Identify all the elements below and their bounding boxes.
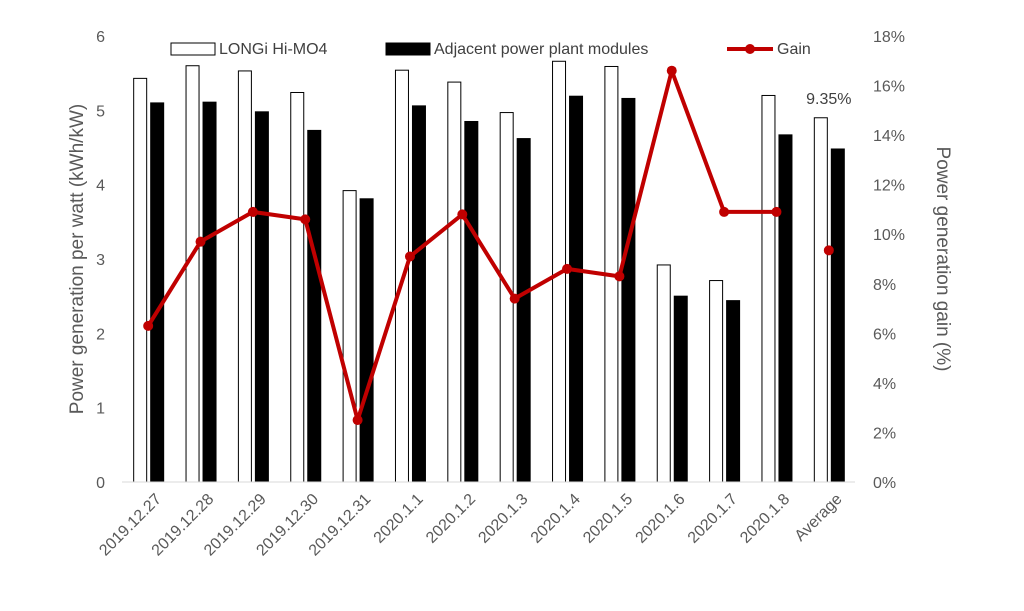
bar-adjacent-9	[621, 97, 636, 483]
bar-longi-13	[813, 117, 828, 483]
gain-point-7	[509, 293, 520, 304]
average-gain-label: 9.35%	[806, 91, 851, 108]
x-tick-label: 2020.1.4	[528, 491, 584, 547]
bar-longi-10	[656, 264, 671, 483]
left-axis-ticks: 0 1 2 3 4 5 6	[96, 29, 105, 492]
y-tick-label: 3	[96, 252, 105, 269]
gain-point-3	[300, 214, 311, 225]
legend-swatch-adjacent	[385, 42, 431, 56]
gain-point-0	[143, 320, 154, 331]
bar-longi-4	[342, 190, 357, 483]
legend-swatch-longi	[170, 42, 216, 56]
bar-adjacent-10	[673, 295, 688, 483]
bar-adjacent-7	[516, 138, 531, 483]
y2-tick-label: 16%	[873, 79, 905, 96]
legend-swatch-gain-marker	[745, 44, 755, 54]
gain-point-8	[562, 263, 573, 274]
gain-point-2	[247, 206, 258, 217]
y2-tick-label: 8%	[873, 277, 896, 294]
right-axis-ticks: 0% 2% 4% 6% 8% 10% 12% 14% 16% 18%	[873, 29, 905, 492]
gain-point-9	[614, 271, 625, 282]
y-tick-label: 6	[96, 29, 105, 46]
y2-tick-label: 10%	[873, 227, 905, 244]
legend-label-adjacent: Adjacent power plant modules	[434, 41, 648, 58]
y-tick-label: 5	[96, 103, 105, 120]
gain-point-4	[352, 415, 363, 426]
bar-longi-2	[237, 70, 252, 483]
y-axis-title: Power generation per watt (kWh/kW)	[67, 104, 88, 414]
bar-adjacent-5	[411, 105, 426, 483]
gain-point-11	[719, 206, 730, 217]
bars-layer	[133, 60, 845, 483]
x-tick-label: 2020.1.7	[685, 491, 741, 547]
legend-label-longi: LONGi Hi-MO4	[219, 41, 328, 58]
x-tick-label: 2020.1.5	[580, 491, 636, 547]
y-tick-label: 2	[96, 326, 105, 343]
bar-longi-3	[290, 91, 305, 483]
bar-adjacent-8	[569, 95, 584, 483]
x-tick-label: Average	[792, 491, 846, 545]
bar-longi-11	[709, 280, 724, 483]
bar-longi-12	[761, 94, 776, 483]
legend-label-gain: Gain	[777, 41, 811, 58]
y-tick-label: 0	[96, 475, 105, 492]
y2-tick-label: 12%	[873, 178, 905, 195]
x-tick-label: 2020.1.3	[475, 491, 531, 547]
gain-point-10	[666, 65, 677, 76]
gain-line-layer	[143, 65, 834, 426]
average-gain-point	[823, 245, 834, 256]
x-axis-ticks: 2019.12.272019.12.282019.12.292019.12.30…	[96, 491, 845, 560]
bar-adjacent-1	[202, 101, 217, 483]
gain-point-12	[771, 206, 782, 217]
gain-point-1	[195, 236, 206, 247]
bar-longi-1	[185, 65, 200, 483]
bar-longi-6	[447, 81, 462, 483]
y2-tick-label: 0%	[873, 475, 896, 492]
x-tick-label: 2020.1.1	[371, 491, 427, 547]
y2-tick-label: 18%	[873, 29, 905, 46]
y2-tick-label: 4%	[873, 376, 896, 393]
y-tick-label: 4	[96, 178, 105, 195]
bar-adjacent-2	[254, 111, 269, 483]
gain-point-5	[404, 251, 415, 262]
bar-adjacent-4	[359, 198, 374, 483]
y2-axis-title: Power generation gain (%)	[932, 147, 953, 372]
y-tick-label: 1	[96, 401, 105, 418]
bar-adjacent-3	[307, 129, 322, 483]
y2-tick-label: 14%	[873, 128, 905, 145]
legend: LONGi Hi-MO4 Adjacent power plant module…	[170, 41, 811, 58]
y2-tick-label: 6%	[873, 326, 896, 343]
x-tick-label: 2020.1.6	[633, 491, 689, 547]
bar-adjacent-13	[830, 148, 845, 483]
bar-longi-0	[133, 77, 148, 483]
x-tick-label: 2020.1.8	[737, 491, 793, 547]
bar-adjacent-6	[464, 120, 479, 483]
bar-adjacent-12	[778, 134, 793, 483]
bar-adjacent-0	[150, 102, 165, 483]
gain-point-6	[457, 209, 468, 220]
x-tick-label: 2020.1.2	[423, 491, 479, 547]
bar-adjacent-11	[726, 300, 741, 483]
y2-tick-label: 2%	[873, 425, 896, 442]
